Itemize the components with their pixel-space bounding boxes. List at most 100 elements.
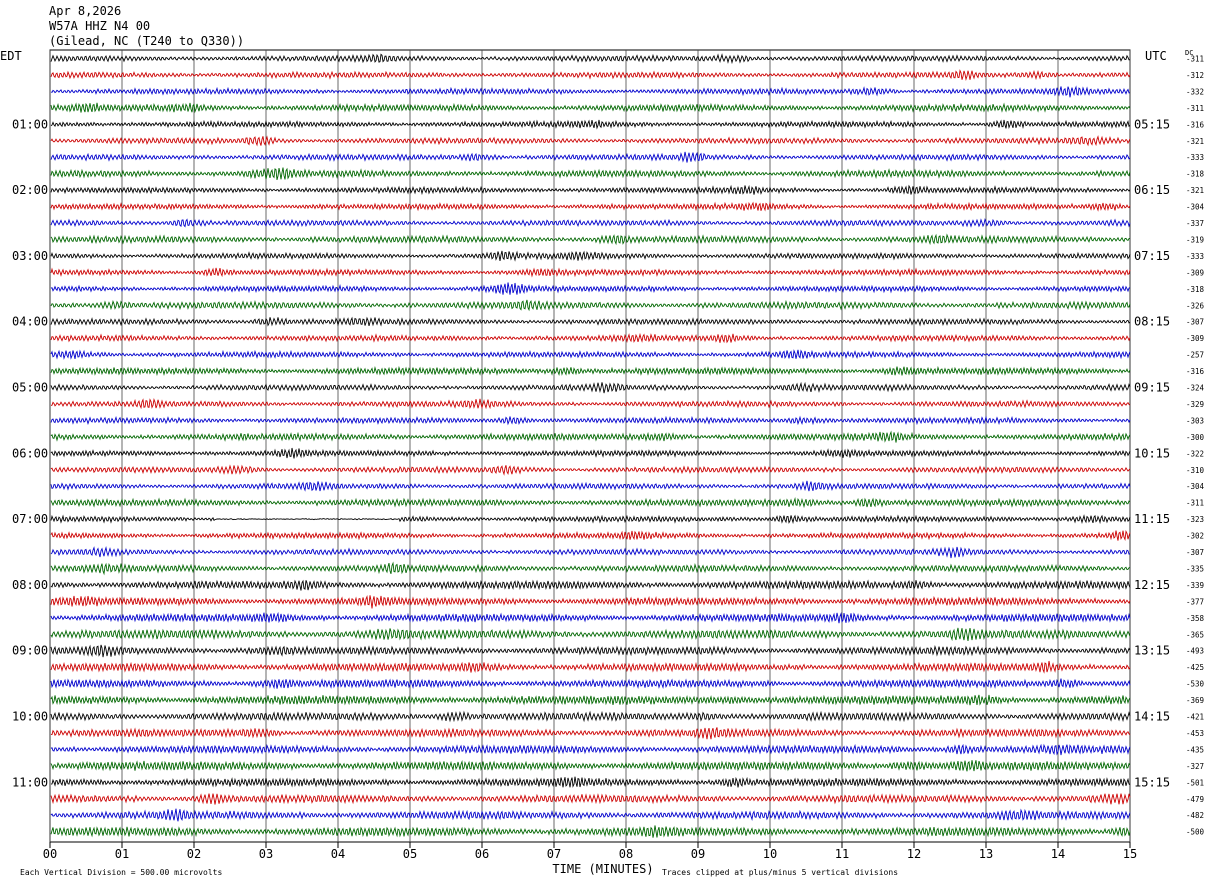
edt-hour-label: 11:00 bbox=[12, 775, 48, 789]
dc-offset-label: -318 bbox=[1186, 285, 1205, 294]
header-station: W57A HHZ N4 00 bbox=[49, 19, 151, 33]
trace-line bbox=[50, 743, 1131, 756]
dc-offset-label: -339 bbox=[1186, 581, 1204, 590]
x-tick-label: 12 bbox=[907, 847, 921, 861]
dc-offset-label: -329 bbox=[1186, 400, 1204, 409]
trace-line bbox=[50, 267, 1131, 278]
trace-line bbox=[50, 611, 1131, 624]
trace-line bbox=[50, 430, 1131, 443]
trace-line bbox=[50, 727, 1131, 740]
trace-line bbox=[50, 365, 1131, 377]
trace-line bbox=[50, 53, 1131, 65]
trace-line bbox=[50, 793, 1131, 805]
plot-frame bbox=[49, 49, 1131, 843]
trace-line bbox=[50, 135, 1131, 147]
trace-line bbox=[50, 825, 1131, 838]
dc-offset-label: -530 bbox=[1186, 680, 1205, 689]
edt-hour-label: 06:00 bbox=[12, 446, 48, 460]
dc-offset-label: -333 bbox=[1186, 252, 1204, 261]
dc-offset-label: -316 bbox=[1186, 367, 1205, 376]
edt-hour-label: 09:00 bbox=[12, 644, 48, 658]
dc-offset-label: -303 bbox=[1186, 416, 1204, 425]
dc-offset-label: -358 bbox=[1186, 614, 1205, 623]
trace-line bbox=[50, 694, 1131, 706]
dc-offset-label: -453 bbox=[1186, 729, 1204, 738]
x-tick-label: 02 bbox=[187, 847, 201, 861]
footer-clip-note: Traces clipped at plus/minus 5 vertical … bbox=[662, 868, 898, 877]
edt-hour-label: 01:00 bbox=[12, 117, 48, 131]
edt-axis-label: EDT bbox=[0, 49, 22, 63]
trace-line bbox=[50, 151, 1131, 163]
dc-offset-label: -311 bbox=[1186, 104, 1204, 113]
dc-offset-label: -316 bbox=[1186, 120, 1205, 129]
utc-hour-label: 07:15 bbox=[1134, 249, 1170, 263]
dc-offset-label: -327 bbox=[1186, 762, 1204, 771]
dc-offset-label: -332 bbox=[1186, 87, 1204, 96]
trace-line bbox=[50, 316, 1131, 327]
trace-line bbox=[50, 349, 1131, 360]
dc-offset-label: -311 bbox=[1186, 499, 1204, 508]
utc-hour-label: 09:15 bbox=[1134, 381, 1170, 395]
dc-offset-label: -310 bbox=[1186, 466, 1205, 475]
dc-offset-label: -501 bbox=[1186, 778, 1204, 787]
dc-offset-label: -318 bbox=[1186, 170, 1205, 179]
trace-line bbox=[50, 85, 1131, 98]
trace-line bbox=[50, 218, 1131, 228]
trace-line bbox=[50, 381, 1131, 394]
utc-hour-label: 12:15 bbox=[1134, 578, 1170, 592]
dc-offset-label: -333 bbox=[1186, 153, 1204, 162]
dc-offset-label: -500 bbox=[1186, 828, 1205, 837]
trace-line bbox=[50, 678, 1131, 690]
x-axis-label: TIME (MINUTES) bbox=[552, 862, 653, 876]
dc-offset-label: -309 bbox=[1186, 268, 1204, 277]
dc-offset-label: -311 bbox=[1186, 55, 1204, 64]
dc-offset-label: -319 bbox=[1186, 235, 1204, 244]
utc-hour-label: 15:15 bbox=[1134, 775, 1170, 789]
x-tick-label: 07 bbox=[547, 847, 561, 861]
dc-offset-label: -304 bbox=[1186, 482, 1205, 491]
dc-offset-label: -335 bbox=[1186, 564, 1204, 573]
header-location: (Gilead, NC (T240 to Q330)) bbox=[49, 34, 245, 48]
trace-line bbox=[50, 282, 1131, 295]
x-tick-label: 06 bbox=[475, 847, 489, 861]
edt-hour-label: 10:00 bbox=[12, 710, 48, 724]
dc-offset-label: -307 bbox=[1186, 548, 1204, 557]
x-tick-label: 10 bbox=[763, 847, 777, 861]
trace-line bbox=[50, 119, 1131, 130]
dc-offset-label: -365 bbox=[1186, 630, 1204, 639]
dc-offset-label: -324 bbox=[1186, 384, 1205, 393]
trace-line bbox=[50, 627, 1131, 642]
dc-column-label: DC bbox=[1185, 49, 1193, 57]
trace-line bbox=[50, 760, 1131, 772]
trace-line bbox=[50, 497, 1131, 509]
dc-offset-label: -323 bbox=[1186, 515, 1204, 524]
trace-line bbox=[50, 464, 1131, 476]
x-tick-label: 11 bbox=[835, 847, 849, 861]
x-tick-label: 04 bbox=[331, 847, 345, 861]
dc-offset-label: -337 bbox=[1186, 219, 1204, 228]
trace-line bbox=[50, 332, 1131, 344]
edt-hour-label: 03:00 bbox=[12, 249, 48, 263]
utc-hour-label: 14:15 bbox=[1134, 710, 1170, 724]
edt-hour-label: 05:00 bbox=[12, 381, 48, 395]
dc-offset-label: -326 bbox=[1186, 301, 1205, 310]
dc-offset-label: -322 bbox=[1186, 449, 1204, 458]
trace-line bbox=[50, 415, 1131, 426]
dc-offset-label: -482 bbox=[1186, 811, 1204, 820]
trace-line bbox=[50, 102, 1131, 114]
utc-hour-label: 08:15 bbox=[1134, 315, 1170, 329]
trace-line bbox=[50, 480, 1131, 492]
dc-offset-label: -493 bbox=[1186, 647, 1204, 656]
dc-offset-label: -377 bbox=[1186, 597, 1204, 606]
edt-hour-label: 02:00 bbox=[12, 183, 48, 197]
trace-line bbox=[50, 546, 1131, 559]
edt-hour-label: 04:00 bbox=[12, 315, 48, 329]
utc-hour-label: 10:15 bbox=[1134, 446, 1170, 460]
trace-line bbox=[50, 299, 1131, 312]
utc-hour-label: 06:15 bbox=[1134, 183, 1170, 197]
x-tick-label: 08 bbox=[619, 847, 633, 861]
x-tick-label: 03 bbox=[259, 847, 273, 861]
x-tick-label: 14 bbox=[1051, 847, 1065, 861]
utc-axis-label: UTC bbox=[1145, 49, 1167, 63]
